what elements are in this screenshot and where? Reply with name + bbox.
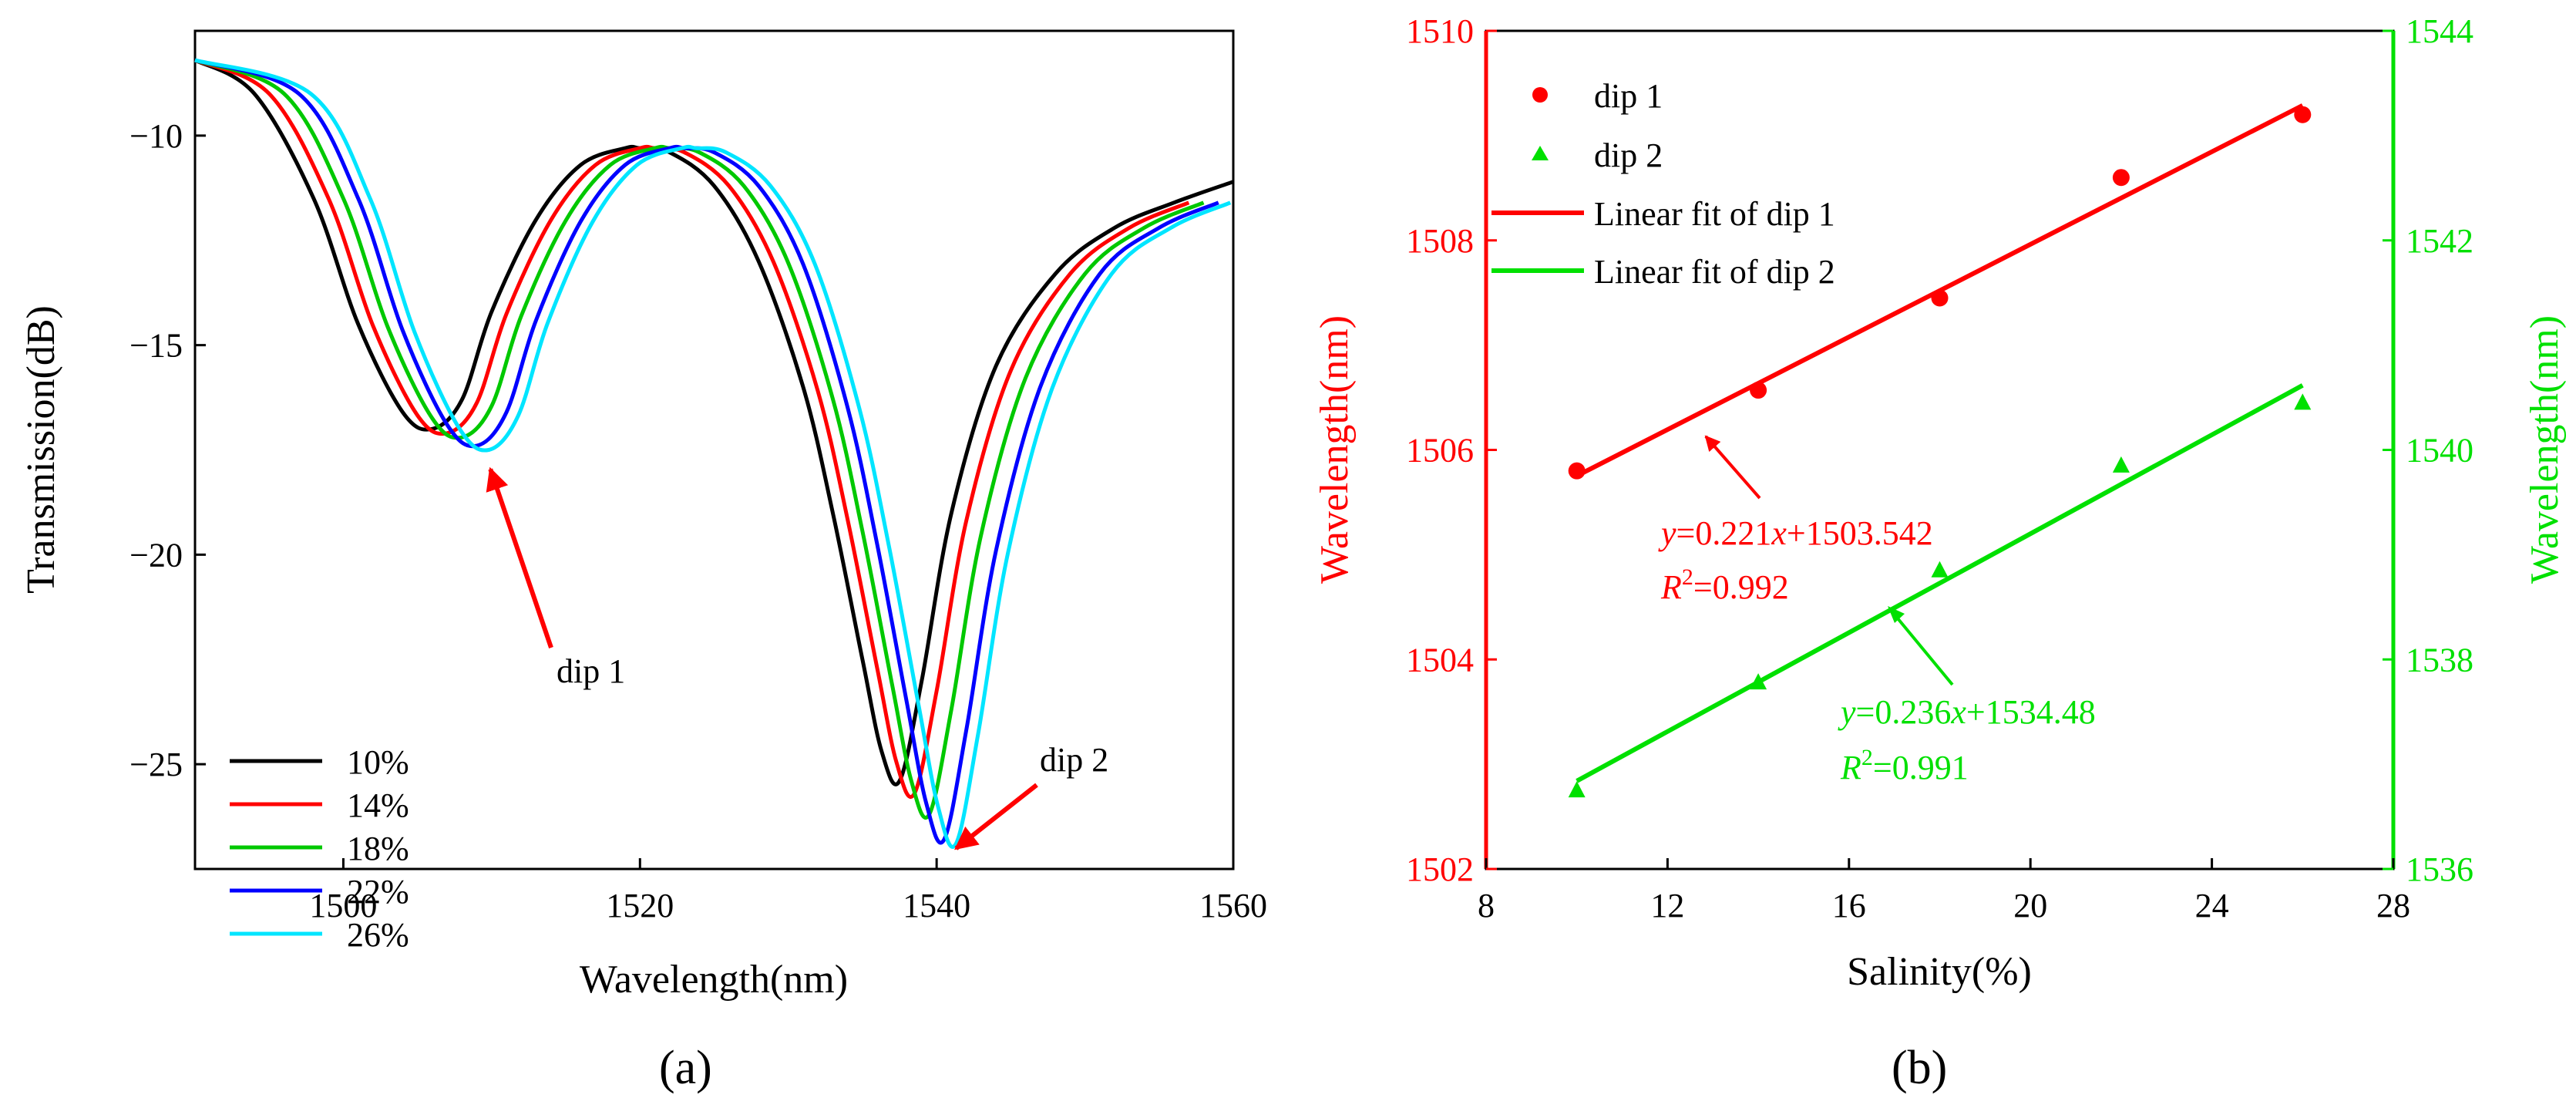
- chart-b-fit2-r2: R2=0.991: [1840, 745, 1969, 786]
- chart-b-left-tick-label: 1504: [1406, 641, 1474, 679]
- chart-b-point-dip2: [1568, 781, 1586, 798]
- chart-a-dip1-arrow: [486, 466, 553, 648]
- chart-a-legend: 10% 14% 18% 22% 26%: [230, 743, 409, 954]
- legend-b-fit1-label: Linear fit of dip 1: [1594, 195, 1835, 233]
- chart-a-series-group: [193, 58, 1234, 849]
- chart-b-x-tick-label: 28: [2376, 887, 2410, 924]
- chart-b-right-axis-title: Wavelength(nm): [2523, 315, 2567, 584]
- chart-b-fit1-r2: R2=0.992: [1660, 564, 1789, 606]
- chart-a-series-18pct: [194, 58, 1205, 820]
- chart-a-y-tick-label: −15: [129, 327, 183, 365]
- chart-b-fit2-arrow: [1892, 612, 1954, 686]
- chart-a: 1500 1520 1540 1560 −10 −15 −20 −25 Wavelength…: [19, 29, 1267, 1094]
- chart-a-y-tick-label: −25: [129, 746, 183, 783]
- chart-b-left-tick-label: 1508: [1406, 222, 1474, 260]
- chart-a-x-ticks: 1500 1520 1540 1560: [309, 858, 1267, 924]
- legend-a-label-10: 10%: [347, 743, 409, 781]
- chart-b-fit1-arrow: [1704, 435, 1761, 500]
- chart-b-point-dip1: [1568, 462, 1586, 480]
- chart-b-x-tick-label: 16: [1832, 887, 1866, 924]
- chart-b-fit-line-2: [1576, 383, 2304, 783]
- legend-b-dip1-marker: [1532, 87, 1548, 103]
- chart-b-point-dip1: [2112, 169, 2130, 187]
- chart-a-x-axis-title: Wavelength(nm): [580, 958, 848, 1002]
- chart-a-y-tick-label: −20: [129, 536, 183, 574]
- chart-b-x-tick-label: 20: [2013, 887, 2047, 924]
- chart-a-y-tick-label: −10: [129, 117, 183, 155]
- chart-a-dip2-arrow: [954, 783, 1038, 850]
- chart-b-point-dip2: [1931, 561, 1949, 578]
- chart-a-x-tick-label: 1540: [903, 887, 970, 924]
- chart-b-points: [1568, 106, 2312, 798]
- chart-b-point-dip2: [1750, 673, 1767, 690]
- chart-b-left-tick-label: 1510: [1406, 12, 1474, 50]
- chart-b-right-tick-label: 1540: [2406, 432, 2473, 470]
- legend-b-dip1-label: dip 1: [1594, 77, 1663, 115]
- chart-a-x-tick-label: 1560: [1199, 887, 1267, 924]
- chart-b-left-tick-label: 1506: [1406, 432, 1474, 470]
- chart-b-point-dip1: [1931, 289, 1949, 307]
- chart-b-fit1-equation: y=0.221x+1503.542: [1658, 514, 1933, 552]
- chart-b-point-dip1: [1750, 382, 1767, 399]
- legend-a-label-14: 14%: [347, 786, 409, 824]
- chart-a-frame: [193, 29, 1235, 871]
- chart-b-legend: dip 1 dip 2 Linear fit of dip 1 Linear f…: [1491, 77, 1835, 291]
- chart-b-point-dip2: [2294, 393, 2312, 410]
- chart-b-left-tick-label: 1502: [1406, 850, 1474, 888]
- chart-b-x-tick-label: 24: [2195, 887, 2229, 924]
- legend-b-dip2-label: dip 2: [1594, 136, 1663, 174]
- chart-b-x-tick-label: 12: [1650, 887, 1684, 924]
- chart-a-y-ticks: −10 −15 −20 −25: [129, 117, 206, 783]
- chart-b-x-axis-title: Salinity(%): [1847, 950, 2032, 994]
- chart-b-x-tick-label: 8: [1478, 887, 1495, 924]
- chart-a-series-22pct: [194, 58, 1219, 845]
- chart-b-point-dip2: [2112, 456, 2130, 473]
- chart-b-x-ticks: 8 12 16 20 24 28: [1478, 858, 2410, 924]
- panel-b-caption: (b): [1892, 1042, 1947, 1094]
- chart-a-dip1-label: dip 1: [557, 652, 625, 690]
- chart-b-fit2-equation: y=0.236x+1534.48: [1838, 693, 2096, 731]
- chart-a-x-tick-label: 1500: [309, 887, 377, 924]
- chart-b-left-y-ticks: 1502 1504 1506 1508 1510: [1406, 12, 1497, 888]
- legend-b-dip2-marker: [1532, 146, 1549, 160]
- chart-a-series-10pct: [193, 58, 1234, 786]
- chart-b-point-dip1: [2294, 106, 2312, 123]
- chart-b-right-tick-label: 1542: [2406, 222, 2473, 260]
- panel-a-caption: (a): [659, 1042, 712, 1094]
- legend-a-label-18: 18%: [347, 830, 409, 867]
- chart-a-dip2-label: dip 2: [1040, 741, 1108, 779]
- chart-b-left-axis-title: Wavelength(nm): [1313, 315, 1357, 584]
- chart-b-right-y-ticks: 1536 1538 1540 1542 1544: [2383, 12, 2473, 888]
- chart-a-series-14pct: [193, 58, 1190, 800]
- chart-a-y-axis-title: Transmission(dB): [19, 305, 63, 594]
- legend-a-label-22: 22%: [347, 873, 409, 911]
- chart-b-right-tick-label: 1544: [2406, 12, 2473, 50]
- legend-a-label-26: 26%: [347, 916, 409, 954]
- chart-b-right-tick-label: 1538: [2406, 641, 2473, 679]
- chart-b-fit2-arrowhead: [1888, 606, 1905, 623]
- chart-a-x-tick-label: 1520: [606, 887, 674, 924]
- chart-a-series-26pct: [194, 58, 1232, 849]
- legend-b-fit2-label: Linear fit of dip 2: [1594, 253, 1835, 291]
- chart-b-right-tick-label: 1536: [2406, 850, 2473, 888]
